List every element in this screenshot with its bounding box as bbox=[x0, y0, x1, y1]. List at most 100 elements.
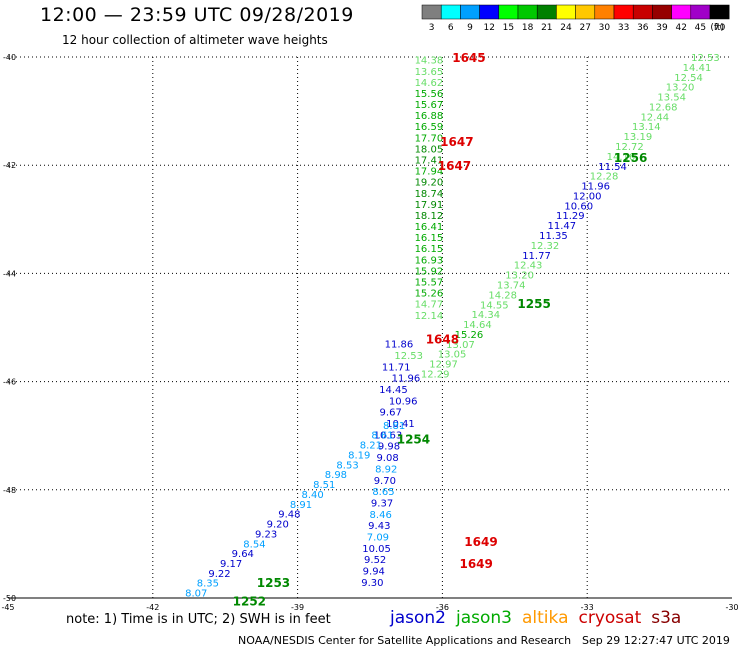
legend-bin-label: 6 bbox=[448, 23, 454, 33]
swh-value: 9.48 bbox=[278, 510, 300, 521]
pass-time-label: 1649 bbox=[464, 535, 497, 549]
swh-value: 12.32 bbox=[531, 241, 560, 252]
swh-value: 13.07 bbox=[446, 340, 475, 351]
swh-value: 14.55 bbox=[480, 300, 509, 311]
legend-swatch bbox=[575, 4, 596, 20]
lon-tick-label: -42 bbox=[146, 603, 159, 612]
satellite-label-jason3: jason3 bbox=[456, 608, 512, 628]
legend-swatch bbox=[690, 4, 711, 20]
swh-value: 14.64 bbox=[463, 320, 492, 331]
swh-value: 9.70 bbox=[374, 476, 396, 487]
lon-tick-label: -30 bbox=[725, 603, 738, 612]
swh-value: 8.91 bbox=[290, 500, 312, 511]
swh-value: 15.92 bbox=[415, 266, 444, 277]
swh-value: 15.26 bbox=[415, 289, 444, 300]
swh-value: 15.56 bbox=[415, 89, 444, 100]
legend-bin-label: 30 bbox=[599, 23, 611, 33]
swh-value: 9.23 bbox=[255, 529, 277, 540]
swh-value: 14.45 bbox=[379, 385, 408, 396]
swh-value: 17.94 bbox=[415, 167, 444, 178]
legend-bin-label: 12 bbox=[483, 23, 494, 33]
swh-value: 11.96 bbox=[392, 374, 421, 385]
lat-tick-label: -48 bbox=[3, 486, 16, 495]
legend-swatch bbox=[594, 4, 615, 20]
swh-value: 18.74 bbox=[415, 189, 444, 200]
swh-value: 13.54 bbox=[657, 93, 686, 104]
legend-unit: (ft) bbox=[710, 23, 724, 33]
lat-tick-label: -42 bbox=[3, 161, 16, 170]
swh-value: 9.43 bbox=[368, 521, 390, 532]
swh-value: 14.28 bbox=[488, 290, 517, 301]
swh-value: 12.97 bbox=[429, 360, 458, 371]
swh-value: 16.93 bbox=[415, 255, 444, 266]
swh-value: 16.15 bbox=[415, 244, 444, 255]
swh-value: 12.14 bbox=[415, 311, 444, 322]
swh-value: 18.05 bbox=[415, 144, 444, 155]
legend-swatch bbox=[440, 4, 461, 20]
swh-value: 12.53 bbox=[394, 351, 423, 362]
swh-value: 18.12 bbox=[415, 211, 444, 222]
swh-value: 11.71 bbox=[382, 362, 411, 373]
swh-value: 14.38 bbox=[415, 56, 444, 67]
swh-value: 10.96 bbox=[389, 396, 418, 407]
swh-value: 17.91 bbox=[415, 200, 444, 211]
swh-value: 15.67 bbox=[415, 100, 444, 111]
swh-value: 12.44 bbox=[640, 112, 669, 123]
swh-value: 8.19 bbox=[348, 450, 370, 461]
swh-value: 10.60 bbox=[564, 201, 593, 212]
swh-value: 14.62 bbox=[415, 78, 444, 89]
satellite-label-jason2: jason2 bbox=[390, 608, 446, 628]
pass-time-label: 1254 bbox=[397, 432, 430, 446]
swh-value: 13.20 bbox=[666, 83, 695, 94]
swh-value: 15.57 bbox=[415, 278, 444, 289]
lon-tick-label: -39 bbox=[291, 603, 304, 612]
swh-value: 8.40 bbox=[302, 490, 324, 501]
swh-value: 12.00 bbox=[573, 191, 602, 202]
swh-value: 9.98 bbox=[378, 442, 400, 453]
swh-value: 16.88 bbox=[415, 111, 444, 122]
pass-time-label: 1255 bbox=[517, 297, 550, 311]
legend-bin-label: 27 bbox=[579, 23, 590, 33]
legend-bin-label: 24 bbox=[560, 23, 572, 33]
legend-swatch bbox=[652, 4, 672, 20]
satellite-label-altika: altika bbox=[522, 608, 569, 628]
legend-bin-label: 3 bbox=[429, 23, 435, 33]
swh-value: 8.35 bbox=[197, 579, 219, 590]
swh-value: 12.54 bbox=[674, 73, 703, 84]
swh-value: 9.17 bbox=[220, 559, 242, 570]
swh-value: 9.37 bbox=[371, 498, 393, 509]
swh-value: 13.19 bbox=[624, 132, 653, 143]
note-text: note: 1) Time is in UTC; 2) SWH is in fe… bbox=[66, 612, 331, 627]
swh-value: 12.72 bbox=[615, 142, 644, 153]
legend-bin-label: 15 bbox=[503, 23, 514, 33]
satellite-label-s3a: s3a bbox=[651, 608, 682, 628]
legend-swatch bbox=[632, 4, 653, 20]
legend-bin-label: 70 bbox=[714, 23, 726, 33]
pass-time-label: 1647 bbox=[440, 135, 473, 149]
swh-value: 9.30 bbox=[361, 578, 383, 589]
swh-value: 16.41 bbox=[415, 222, 444, 233]
swh-value: 13.20 bbox=[505, 271, 534, 282]
swh-value: 11.77 bbox=[522, 251, 551, 262]
swh-value: 13.05 bbox=[438, 350, 467, 361]
page-title: 12:00 — 23:59 UTC 09/28/2019 bbox=[40, 4, 354, 26]
swh-value: 9.64 bbox=[232, 549, 254, 560]
lon-tick-label: -33 bbox=[581, 603, 594, 612]
swh-value: 13.65 bbox=[415, 67, 444, 78]
swh-value: 14.77 bbox=[415, 300, 444, 311]
swh-value: 8.92 bbox=[375, 464, 397, 475]
swh-value: 8.54 bbox=[243, 539, 265, 550]
legend-swatch bbox=[479, 4, 500, 20]
swh-value: 9.22 bbox=[208, 569, 230, 580]
swh-value: 12.43 bbox=[514, 261, 543, 272]
swh-value: 9.94 bbox=[363, 566, 385, 577]
swh-value: 11.96 bbox=[581, 182, 610, 193]
swh-value: 12.53 bbox=[691, 53, 720, 64]
swh-value: 8.98 bbox=[325, 470, 347, 481]
satellite-legend: jason2 jason3 altika cryosat s3a bbox=[390, 608, 691, 628]
legend-swatch bbox=[536, 4, 557, 20]
swh-value: 16.59 bbox=[415, 122, 444, 133]
swh-value: 8.46 bbox=[370, 510, 392, 521]
legend-swatch bbox=[517, 4, 538, 20]
